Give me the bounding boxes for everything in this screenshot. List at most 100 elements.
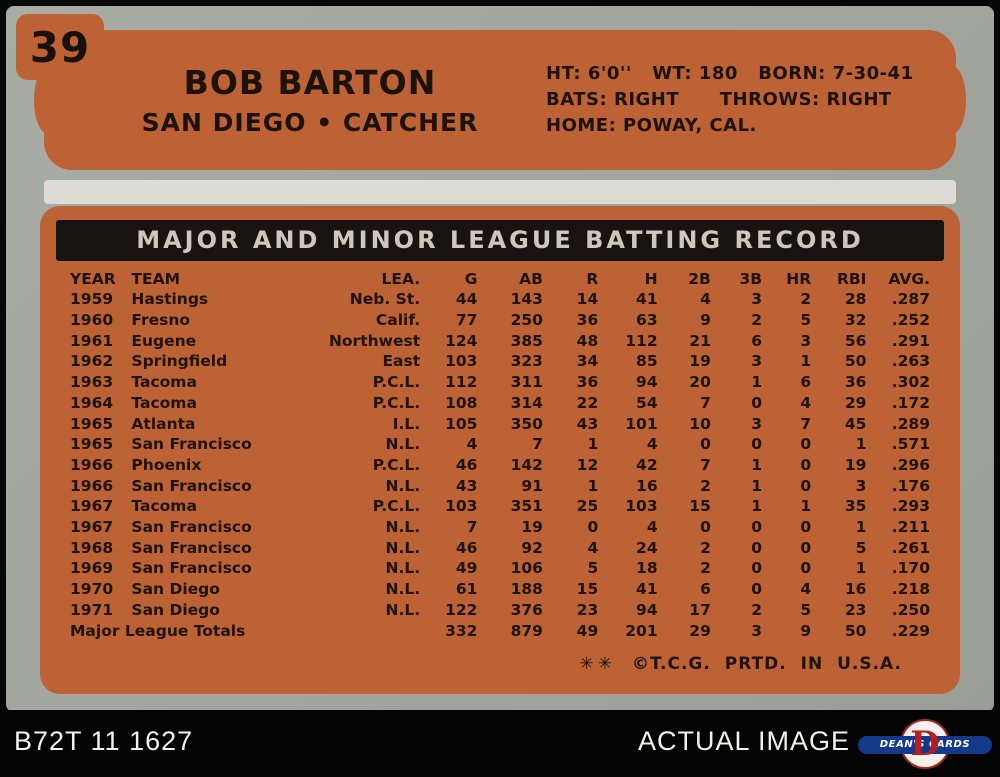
stat-cell: .218: [891, 580, 930, 599]
stat-cell: 0: [800, 538, 812, 557]
stat-cell: N.L.: [385, 600, 421, 619]
stat-cell: 1968: [70, 538, 114, 557]
stat-cell: 23: [844, 600, 867, 619]
totals-cell: 50: [844, 621, 867, 640]
stat-row: 1967 Tacoma P.C.L. 103 351 25 103 15 1 1 35 .293: [70, 497, 930, 518]
stat-cell: .261: [891, 538, 930, 557]
stat-cell: San Francisco: [131, 518, 252, 537]
stat-cell: 0: [751, 435, 763, 454]
stat-cell: 23: [576, 600, 599, 619]
stat-cell: 1: [587, 435, 599, 454]
stat-cell: San Francisco: [131, 435, 252, 454]
stat-cell: 50: [844, 352, 867, 371]
logo-ribbon: DEAN'S CARDS: [858, 736, 992, 754]
stat-cell: 314: [510, 393, 543, 412]
stat-cell: 105: [445, 414, 478, 433]
stat-col-header: 3B: [739, 269, 763, 288]
stat-col-header: LEA.: [381, 269, 421, 288]
team-position: SAN DIEGO • CATCHER: [141, 108, 479, 137]
stat-col-header: TEAM: [131, 269, 181, 288]
stat-cell: 48: [576, 331, 599, 350]
stat-cell: 0: [751, 538, 763, 557]
stat-cell: .287: [891, 290, 930, 309]
stat-row: 1962 Springfield East 103 323 34 85 19 3 1 50 .263: [70, 352, 930, 373]
stat-cell: 5: [587, 559, 599, 578]
stat-cell: 112: [625, 331, 658, 350]
stat-cell: San Francisco: [131, 538, 252, 557]
stat-cell: 0: [700, 518, 711, 537]
stat-cell: Fresno: [131, 311, 191, 329]
stat-cell: 2: [751, 600, 763, 619]
stat-cell: .291: [891, 331, 930, 350]
stat-cell: 7: [532, 435, 543, 454]
stat-cell: 1: [855, 435, 867, 454]
stat-cell: Atlanta: [131, 414, 196, 433]
stat-cell: 4: [646, 435, 658, 454]
card-number-tab: 39: [16, 14, 104, 80]
stat-cell: .293: [891, 497, 930, 516]
stat-cell: N.L.: [385, 435, 421, 454]
stat-cell: 1971: [70, 600, 114, 619]
stat-row: 1970 San Diego N.L. 61 188 15 41 6 0 4 16.218: [70, 580, 930, 601]
stat-cell: Northwest: [328, 331, 421, 350]
stat-cell: 351: [510, 497, 543, 516]
stat-cell: 1967: [70, 497, 114, 516]
stat-row: 1965 Atlanta I.L. 105 350 43 101 10 3 7 45 .289: [70, 414, 930, 435]
totals-cell: .229: [891, 621, 930, 640]
stat-col-header: AB: [519, 269, 543, 288]
stat-cell: 16: [844, 580, 867, 599]
stat-cell: 7: [700, 393, 711, 412]
stat-cell: 103: [445, 352, 478, 371]
totals-cell: 879: [510, 621, 543, 640]
stat-cell: 1969: [70, 559, 114, 578]
stat-cell: 6: [751, 331, 763, 350]
stat-cell: .176: [891, 476, 930, 495]
stat-cell: 19: [521, 518, 543, 537]
stat-cell: 103: [445, 497, 478, 516]
stat-cell: 2: [700, 559, 711, 578]
stat-cell: 4: [466, 435, 478, 454]
stat-cell: 42: [636, 455, 658, 474]
stat-cell: .250: [891, 600, 930, 619]
stat-cell: 0: [751, 518, 763, 537]
stat-cell: 0: [800, 476, 812, 495]
bio-line-1: HT: 6'0'' WT: 180 BORN: 7-30-41: [546, 62, 914, 84]
stat-row: 1966 San Francisco N.L. 43 91 1 16 2 1 0 3 .176: [70, 476, 930, 497]
stat-cell: 1: [751, 476, 763, 495]
stat-cell: 0: [800, 435, 812, 454]
totals-cell: 3: [751, 621, 763, 640]
stat-cell: N.L.: [385, 559, 421, 578]
stat-row: 1969 San Francisco N.L. 49 106 5 18 2 0 0 1 .170: [70, 559, 930, 580]
copyright-text: ©T.C.G. PRTD. IN U.S.A.: [632, 653, 902, 674]
stat-cell: 15: [576, 580, 599, 599]
stat-cell: 16: [636, 476, 658, 495]
stat-cell: 4: [700, 290, 711, 309]
stat-cell: 4: [800, 393, 812, 412]
stat-cell: 1970: [70, 580, 114, 599]
stat-cell: 1: [751, 455, 763, 474]
stat-row: 1971 San Diego N.L. 122 376 23 94 17 2 5 23 .250: [70, 600, 930, 621]
stat-cell: P.C.L.: [372, 373, 421, 392]
stat-cell: 0: [800, 455, 812, 474]
stat-cell: 7: [700, 455, 711, 474]
stat-col-header: 2B: [688, 269, 711, 288]
stat-cell: 1966: [70, 476, 114, 495]
stat-cell: 4: [646, 518, 658, 537]
stat-cell: Calif.: [375, 311, 421, 329]
stat-cell: 36: [576, 373, 599, 392]
stat-cell: 1: [587, 476, 599, 495]
stat-cell: P.C.L.: [372, 393, 421, 412]
table-title: MAJOR AND MINOR LEAGUE BATTING RECORD: [56, 220, 944, 261]
logo-letter: D: [910, 724, 940, 764]
stat-cell: 122: [445, 600, 478, 619]
totals-row: Major League Totals 332 879 49 201 29 3 9 50 .229: [70, 621, 930, 642]
stat-cell: 0: [751, 393, 763, 412]
stat-cell: 1963: [70, 373, 114, 392]
stat-cell: 2: [800, 290, 812, 309]
stat-cell: 101: [625, 414, 658, 433]
stat-cell: .170: [891, 559, 930, 578]
stat-cell: 250: [510, 311, 543, 329]
stat-cell: 56: [844, 331, 867, 350]
stat-col-header: R: [586, 269, 599, 288]
stat-cell: 41: [636, 290, 658, 309]
